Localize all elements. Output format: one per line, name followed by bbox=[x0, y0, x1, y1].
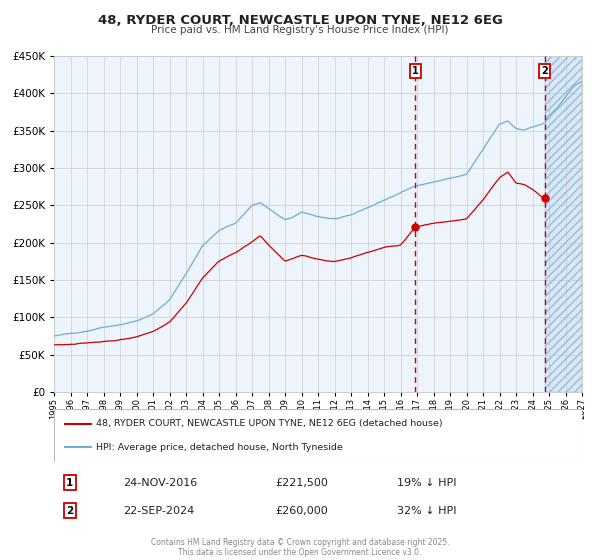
Text: 1: 1 bbox=[66, 478, 73, 488]
Text: 48, RYDER COURT, NEWCASTLE UPON TYNE, NE12 6EG: 48, RYDER COURT, NEWCASTLE UPON TYNE, NE… bbox=[98, 14, 502, 27]
Text: 2: 2 bbox=[66, 506, 73, 516]
Text: 2: 2 bbox=[541, 66, 548, 76]
Text: 19% ↓ HPI: 19% ↓ HPI bbox=[397, 478, 457, 488]
Text: Contains HM Land Registry data © Crown copyright and database right 2025.
This d: Contains HM Land Registry data © Crown c… bbox=[151, 538, 449, 557]
Text: £260,000: £260,000 bbox=[276, 506, 329, 516]
Bar bbox=[545, 56, 582, 392]
Text: HPI: Average price, detached house, North Tyneside: HPI: Average price, detached house, Nort… bbox=[96, 442, 343, 451]
FancyBboxPatch shape bbox=[54, 409, 582, 462]
Text: £221,500: £221,500 bbox=[276, 478, 329, 488]
Text: 32% ↓ HPI: 32% ↓ HPI bbox=[397, 506, 457, 516]
Text: 48, RYDER COURT, NEWCASTLE UPON TYNE, NE12 6EG (detached house): 48, RYDER COURT, NEWCASTLE UPON TYNE, NE… bbox=[96, 419, 443, 428]
Bar bbox=[545, 56, 582, 392]
Text: 1: 1 bbox=[412, 66, 419, 76]
Text: 24-NOV-2016: 24-NOV-2016 bbox=[122, 478, 197, 488]
Text: Price paid vs. HM Land Registry's House Price Index (HPI): Price paid vs. HM Land Registry's House … bbox=[151, 25, 449, 35]
Text: 22-SEP-2024: 22-SEP-2024 bbox=[122, 506, 194, 516]
